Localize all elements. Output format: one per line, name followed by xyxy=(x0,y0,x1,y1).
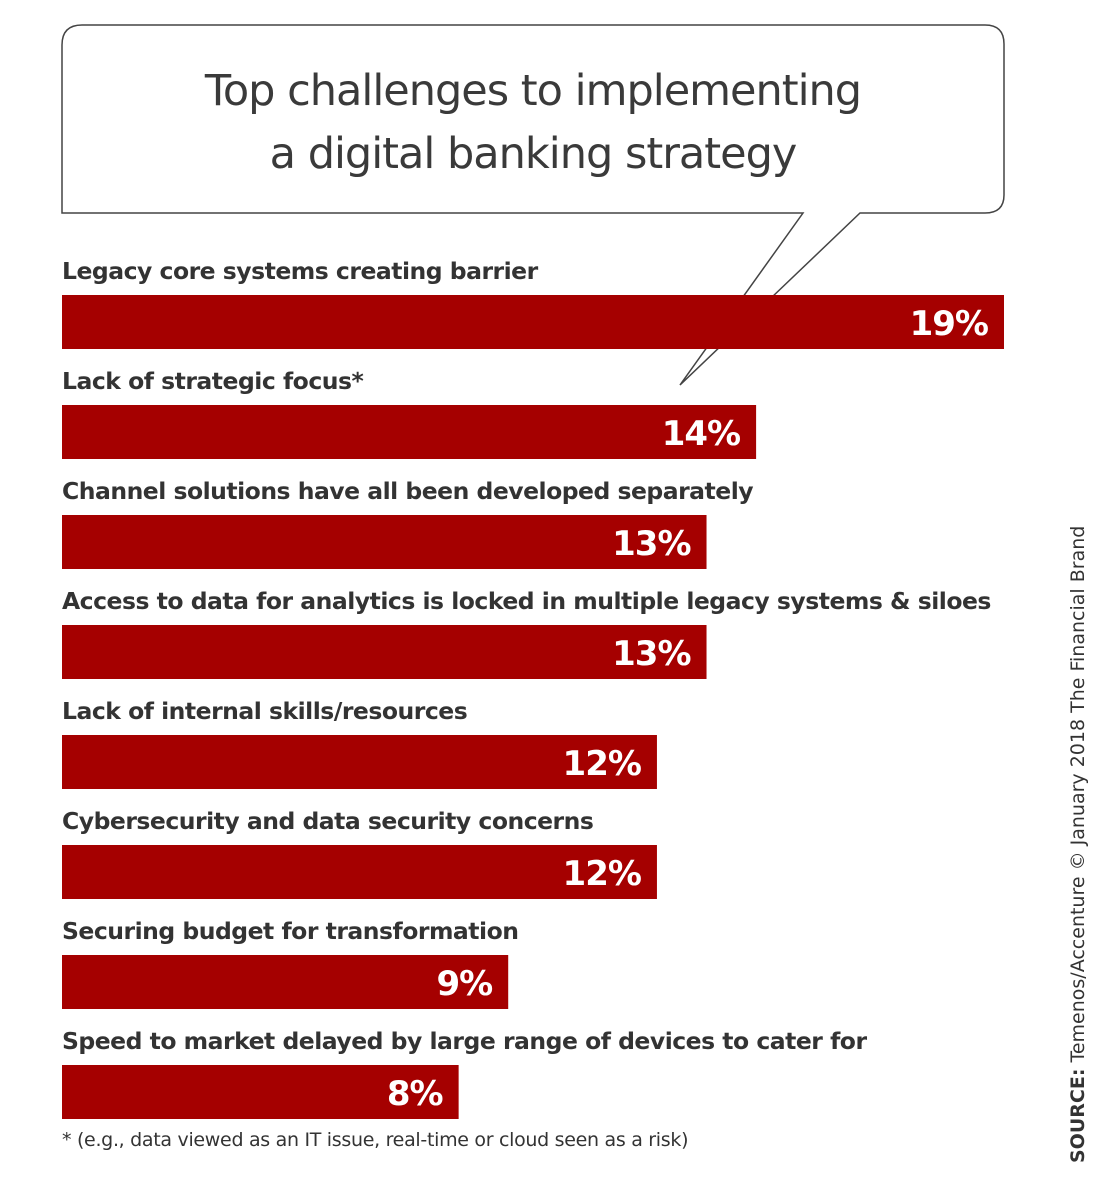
bar xyxy=(62,625,707,679)
category-label: Speed to market delayed by large range o… xyxy=(62,1027,867,1055)
bar-value-label: 8% xyxy=(387,1074,443,1114)
bar xyxy=(62,295,1004,349)
bar xyxy=(62,955,509,1009)
bar xyxy=(62,405,757,459)
bar xyxy=(62,735,657,789)
bar-value-label: 14% xyxy=(662,414,740,454)
bar-value-label: 13% xyxy=(612,634,690,674)
source-label: SOURCE: xyxy=(1067,1068,1089,1163)
bar-value-label: 12% xyxy=(563,744,641,784)
bar-value-label: 12% xyxy=(563,854,641,894)
category-label: Channel solutions have all been develope… xyxy=(62,477,753,505)
chart-title-line-2: a digital banking strategy xyxy=(269,129,798,179)
category-label: Access to data for analytics is locked i… xyxy=(62,587,991,615)
bar xyxy=(62,1065,459,1119)
bar-value-label: 13% xyxy=(612,524,690,564)
bar-value-label: 9% xyxy=(436,964,492,1004)
category-label: Lack of internal skills/resources xyxy=(62,697,467,725)
source-credit: SOURCE: Temenos/Accenture © January 2018… xyxy=(1067,526,1089,1163)
category-label: Cybersecurity and data security concerns xyxy=(62,807,593,835)
footnote: * (e.g., data viewed as an IT issue, rea… xyxy=(62,1129,689,1151)
chart-title-line-1: Top challenges to implementing xyxy=(204,66,862,116)
bar-value-label: 19% xyxy=(910,304,988,344)
bar xyxy=(62,845,657,899)
category-label: Securing budget for transformation xyxy=(62,917,518,945)
category-label: Lack of strategic focus* xyxy=(62,367,363,395)
source-text: Temenos/Accenture © January 2018 The Fin… xyxy=(1067,525,1089,1063)
category-label: Legacy core systems creating barrier xyxy=(62,257,539,285)
bar xyxy=(62,515,707,569)
